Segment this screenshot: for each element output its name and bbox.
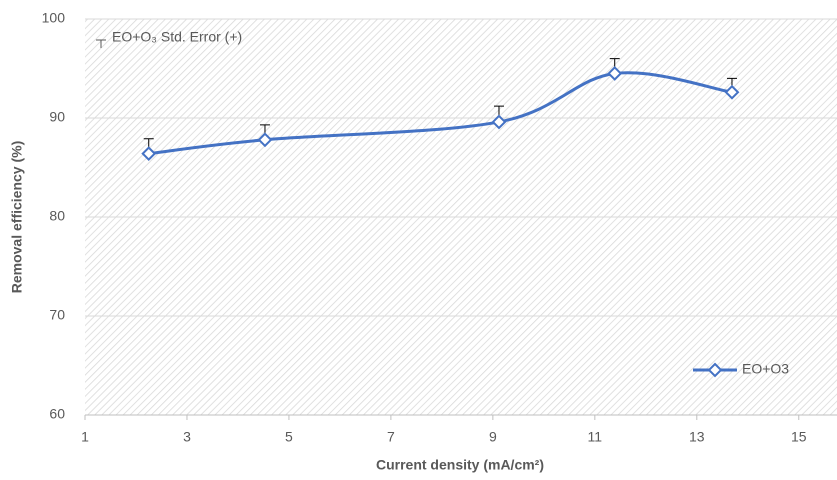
x-tick-label: 5 [285,429,293,445]
x-tick-label: 13 [689,429,705,445]
y-axis-label: Removal efficiency (%) [9,141,25,294]
x-tick-label: 15 [791,429,807,445]
marker [257,132,273,148]
x-tick-label: 1 [81,429,89,445]
annotation-icon [96,39,106,48]
x-tick-label: 11 [588,429,603,445]
legend-marker [707,362,723,378]
y-tick-label: 80 [49,208,65,224]
marker [607,66,623,81]
y-tick-label: 60 [49,406,65,422]
marker [491,114,507,130]
marker [141,146,157,162]
marker [724,84,740,100]
y-tick-label: 70 [49,307,65,323]
x-axis-label: Current density (mA/cm²) [376,457,544,473]
y-tick-label: 100 [42,10,66,26]
x-tick-label: 7 [387,429,395,445]
annotation: EO+O₃ Std. Error (+) [112,29,242,45]
x-tick-label: 3 [183,429,191,445]
y-tick-label: 90 [49,109,65,125]
legend-label: EO+O3 [742,361,789,377]
x-tick-label: 9 [489,429,497,445]
